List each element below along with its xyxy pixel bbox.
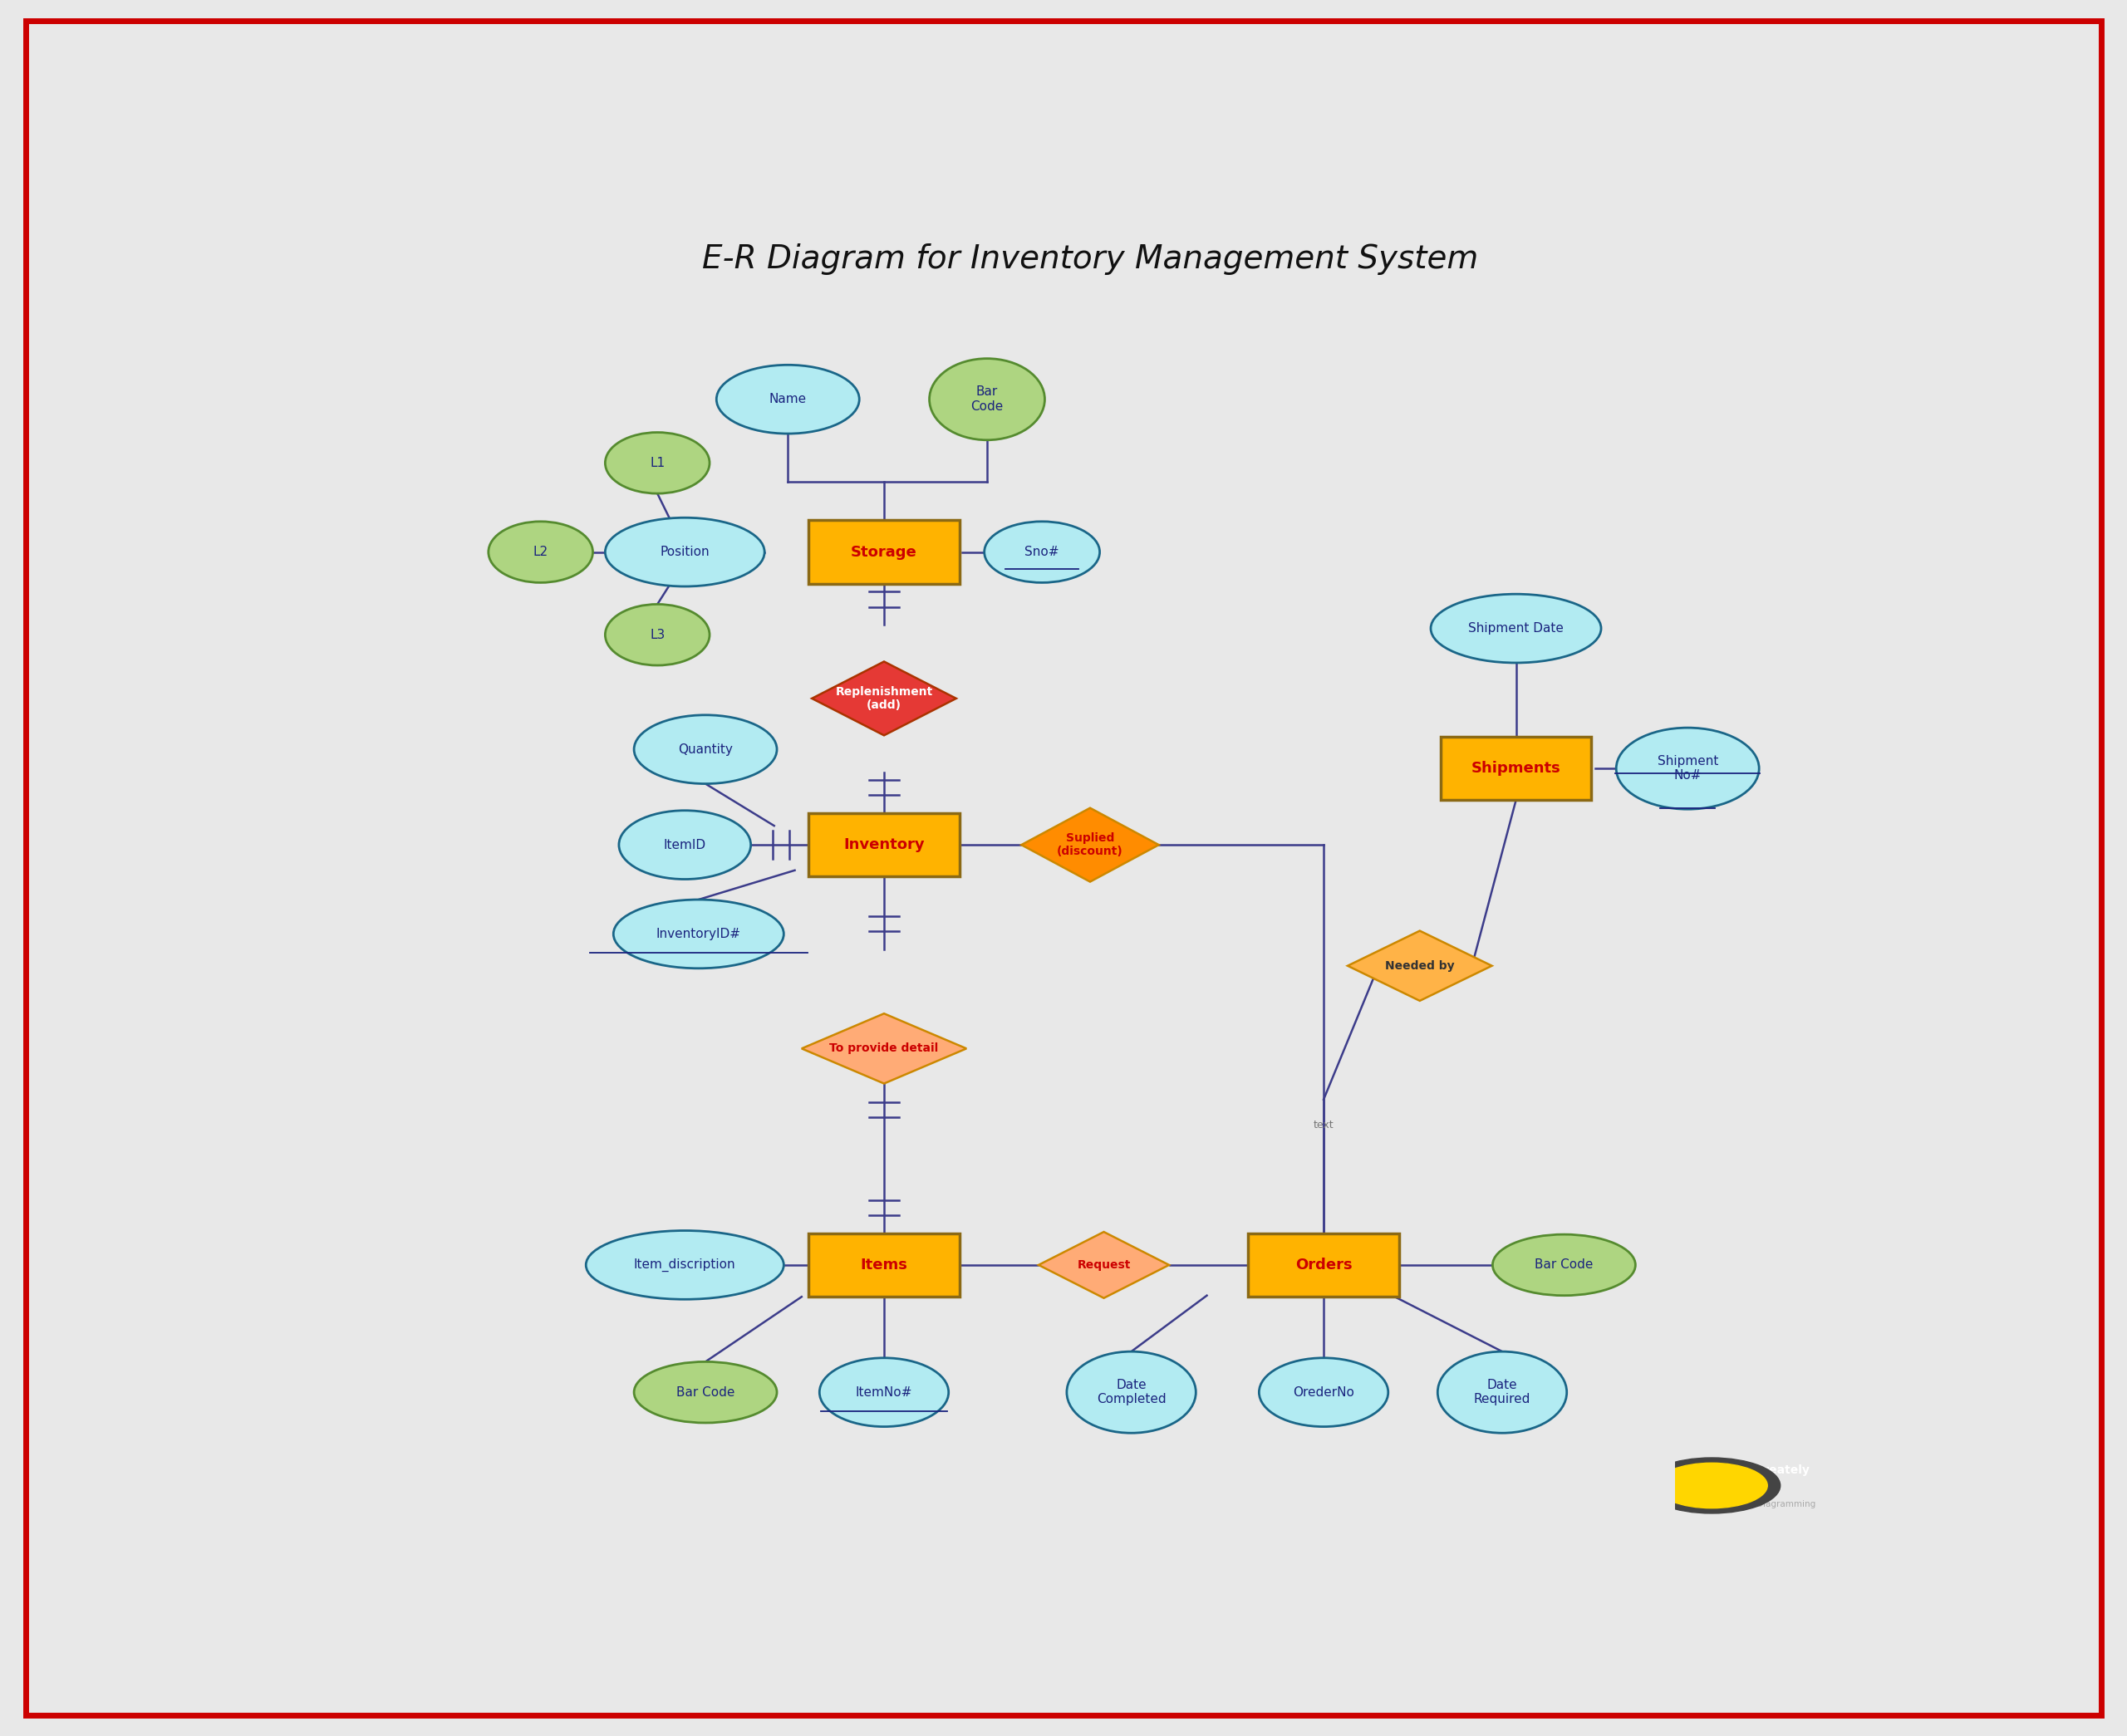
Text: Sno#: Sno# (1025, 545, 1059, 559)
Ellipse shape (1438, 1352, 1568, 1432)
Text: Shipments: Shipments (1472, 760, 1561, 776)
Text: Orders: Orders (1295, 1257, 1353, 1272)
Ellipse shape (1259, 1358, 1389, 1427)
Polygon shape (1349, 930, 1491, 1000)
Text: Date
Required: Date Required (1474, 1378, 1531, 1406)
FancyBboxPatch shape (1440, 736, 1591, 800)
Text: Position: Position (659, 545, 710, 559)
FancyBboxPatch shape (808, 812, 959, 877)
Text: OrederNo: OrederNo (1293, 1385, 1355, 1399)
FancyBboxPatch shape (808, 1233, 959, 1297)
Text: E-R Diagram for Inventory Management System: E-R Diagram for Inventory Management Sys… (702, 243, 1478, 274)
Text: L2: L2 (534, 545, 549, 559)
Text: Bar Code: Bar Code (1536, 1259, 1593, 1271)
Ellipse shape (1493, 1234, 1636, 1295)
Text: Shipment Date: Shipment Date (1468, 621, 1563, 635)
Ellipse shape (985, 521, 1100, 583)
Polygon shape (1038, 1233, 1170, 1299)
Text: Item_discription: Item_discription (634, 1259, 736, 1272)
Polygon shape (802, 1014, 966, 1083)
Text: Shipment
No#: Shipment No# (1657, 755, 1719, 781)
Text: Request: Request (1076, 1259, 1132, 1271)
Text: Needed by: Needed by (1385, 960, 1455, 972)
Text: Date
Completed: Date Completed (1098, 1378, 1166, 1406)
Polygon shape (813, 661, 957, 736)
Text: Storage: Storage (851, 545, 917, 559)
Ellipse shape (606, 604, 710, 665)
Text: Replenishment
(add): Replenishment (add) (836, 686, 934, 712)
Text: InventoryID#: InventoryID# (657, 927, 740, 941)
FancyBboxPatch shape (808, 521, 959, 583)
Text: To provide detail: To provide detail (830, 1043, 938, 1054)
Text: Items: Items (861, 1257, 908, 1272)
Text: ItemNo#: ItemNo# (855, 1385, 912, 1399)
Ellipse shape (929, 359, 1044, 439)
Ellipse shape (819, 1358, 949, 1427)
Text: ItemID: ItemID (664, 838, 706, 851)
Text: L1: L1 (651, 457, 666, 469)
Ellipse shape (717, 365, 859, 434)
Ellipse shape (1431, 594, 1602, 663)
Text: Suplied
(discount): Suplied (discount) (1057, 832, 1123, 858)
Ellipse shape (489, 521, 593, 583)
Ellipse shape (585, 1231, 783, 1299)
Polygon shape (1021, 807, 1159, 882)
Ellipse shape (1617, 727, 1759, 809)
Text: Quantity: Quantity (679, 743, 734, 755)
Ellipse shape (634, 1361, 776, 1424)
Ellipse shape (606, 432, 710, 493)
FancyBboxPatch shape (1249, 1233, 1400, 1297)
Ellipse shape (1068, 1352, 1195, 1432)
Text: Name: Name (770, 392, 806, 406)
Ellipse shape (619, 811, 751, 878)
Ellipse shape (634, 715, 776, 783)
Text: text: text (1312, 1120, 1334, 1130)
Ellipse shape (613, 899, 783, 969)
Text: Inventory: Inventory (844, 837, 925, 852)
Ellipse shape (606, 517, 764, 587)
Text: Bar
Code: Bar Code (970, 385, 1004, 413)
Text: Bar Code: Bar Code (676, 1385, 734, 1399)
Text: L3: L3 (649, 628, 666, 641)
